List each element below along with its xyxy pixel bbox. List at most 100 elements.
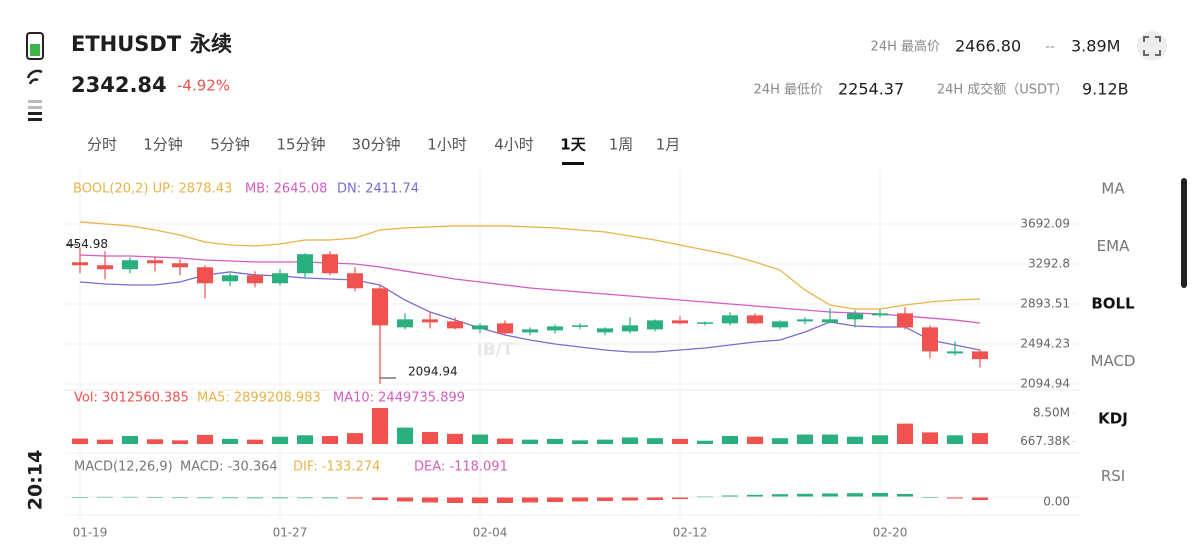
candle-body bbox=[747, 315, 763, 324]
stat-value: 9.12B bbox=[1082, 80, 1129, 99]
volume-bar bbox=[622, 437, 638, 444]
volume-bar bbox=[297, 435, 313, 444]
candle-body bbox=[297, 254, 313, 274]
x-tick-label: 02-20 bbox=[873, 526, 908, 540]
candle-body bbox=[697, 322, 713, 324]
stat-value: 3.89M bbox=[1071, 37, 1120, 56]
interval-tab[interactable]: 1天 bbox=[560, 136, 586, 154]
watermark: IB/T bbox=[476, 340, 513, 360]
indicator-legend: DEA: -118.091 bbox=[414, 460, 508, 475]
candle-body bbox=[72, 262, 88, 266]
interval-tab[interactable]: 15分钟 bbox=[276, 136, 325, 154]
candle-body bbox=[372, 288, 388, 326]
candle-body bbox=[497, 323, 513, 334]
indicator-option[interactable]: EMA bbox=[1097, 237, 1130, 255]
volume-bar bbox=[522, 439, 538, 444]
macd-bar bbox=[872, 493, 888, 497]
macd-bar bbox=[597, 497, 613, 501]
interval-tab[interactable]: 1周 bbox=[609, 136, 634, 154]
candle-body bbox=[522, 329, 538, 333]
status-time: 20:14 bbox=[25, 450, 47, 510]
candle-body bbox=[922, 327, 938, 352]
volume-bar bbox=[497, 438, 513, 444]
macd-bar bbox=[272, 496, 288, 499]
stat-label: 24H 成交额（USDT） bbox=[937, 82, 1068, 98]
macd-bar bbox=[347, 497, 363, 499]
volume-bar bbox=[597, 439, 613, 444]
indicator-menu: MA EMA BOLL MACD KDJ RSI bbox=[1091, 178, 1187, 485]
candle-body bbox=[147, 260, 163, 264]
candle-body bbox=[347, 273, 363, 289]
indicator-legend: MB: 2645.08 bbox=[245, 182, 327, 197]
interval-tab[interactable]: 5分钟 bbox=[210, 136, 250, 154]
status-icons bbox=[26, 32, 44, 121]
contract: 永续 bbox=[189, 32, 232, 56]
indicator-option[interactable]: MA bbox=[1101, 180, 1125, 198]
fullscreen-button[interactable] bbox=[1137, 31, 1167, 61]
y-tick-label: 2494.23 bbox=[1020, 336, 1070, 350]
indicator-legend: MACD: -30.364 bbox=[180, 460, 278, 475]
volume-bar bbox=[322, 436, 338, 444]
macd-bar bbox=[947, 497, 963, 499]
high-label: 454.98 bbox=[66, 237, 108, 251]
scrollbar bbox=[1181, 178, 1187, 288]
interval-tab[interactable]: 4小时 bbox=[494, 136, 534, 154]
volume-bar bbox=[822, 434, 838, 444]
interval-tab[interactable]: 1分钟 bbox=[143, 136, 183, 154]
volume-bar bbox=[197, 434, 213, 444]
indicator-legend: DIF: -133.274 bbox=[293, 460, 380, 475]
macd-bar bbox=[797, 493, 813, 497]
indicator-legend: MA5: 2899208.983 bbox=[197, 391, 321, 406]
candle-body bbox=[172, 263, 188, 268]
volume-bar bbox=[72, 438, 88, 444]
volume-bar bbox=[947, 435, 963, 444]
indicator-option[interactable]: KDJ bbox=[1098, 410, 1128, 428]
volume-bar bbox=[547, 438, 563, 444]
boll-line bbox=[79, 221, 981, 310]
volume-bar bbox=[97, 439, 113, 444]
interval-tab[interactable]: 分时 bbox=[87, 136, 117, 154]
candle-body bbox=[397, 319, 413, 328]
candle-body bbox=[972, 351, 988, 360]
volume-bar bbox=[447, 433, 463, 444]
indicator-legend: BOOL(20,2) UP: 2878.43 bbox=[73, 182, 232, 197]
interval-tab[interactable]: 1月 bbox=[656, 136, 681, 154]
macd-bar bbox=[722, 495, 738, 497]
macd-bar bbox=[497, 497, 513, 503]
macd-bar bbox=[372, 497, 388, 500]
macd-bar bbox=[447, 497, 463, 503]
macd-bar bbox=[422, 497, 438, 503]
stat-value: 2254.37 bbox=[838, 80, 904, 99]
macd-bar bbox=[247, 496, 263, 499]
x-tick-label: 01-19 bbox=[73, 526, 108, 540]
candle-body bbox=[472, 325, 488, 330]
x-tick-label: 02-04 bbox=[473, 526, 508, 540]
macd-bar bbox=[822, 493, 838, 497]
interval-tab[interactable]: 30分钟 bbox=[351, 136, 400, 154]
symbol: ETHUSDT bbox=[71, 32, 182, 56]
interval-tabs: 分时 1分钟 5分钟 15分钟 30分钟 1小时 4小时 1天 1周 1月 bbox=[87, 136, 681, 165]
macd-bar bbox=[472, 497, 488, 504]
volume-bar bbox=[722, 436, 738, 444]
candle-body bbox=[672, 320, 688, 324]
volume-bar bbox=[222, 438, 238, 444]
last-price: 2342.84 bbox=[71, 73, 167, 97]
volume-bar bbox=[897, 423, 913, 444]
volume-bar bbox=[347, 433, 363, 444]
y-tick-label: 2094.94 bbox=[1020, 376, 1070, 390]
interval-tab[interactable]: 1小时 bbox=[427, 136, 467, 154]
y-tick-label: 2893.51 bbox=[1020, 296, 1070, 310]
y-tick-label: 0.00 bbox=[1043, 495, 1070, 509]
macd-bar bbox=[522, 497, 538, 503]
candle-body bbox=[722, 315, 738, 324]
indicator-option[interactable]: MACD bbox=[1091, 352, 1136, 370]
macd-bar bbox=[647, 497, 663, 500]
macd-bar bbox=[772, 494, 788, 497]
x-tick-label: 01-27 bbox=[273, 526, 308, 540]
indicator-option[interactable]: BOLL bbox=[1091, 295, 1135, 313]
indicator-option[interactable]: RSI bbox=[1101, 467, 1125, 485]
macd-bar bbox=[322, 496, 338, 499]
volume-bar bbox=[272, 436, 288, 444]
price-change: -4.92% bbox=[177, 77, 230, 95]
